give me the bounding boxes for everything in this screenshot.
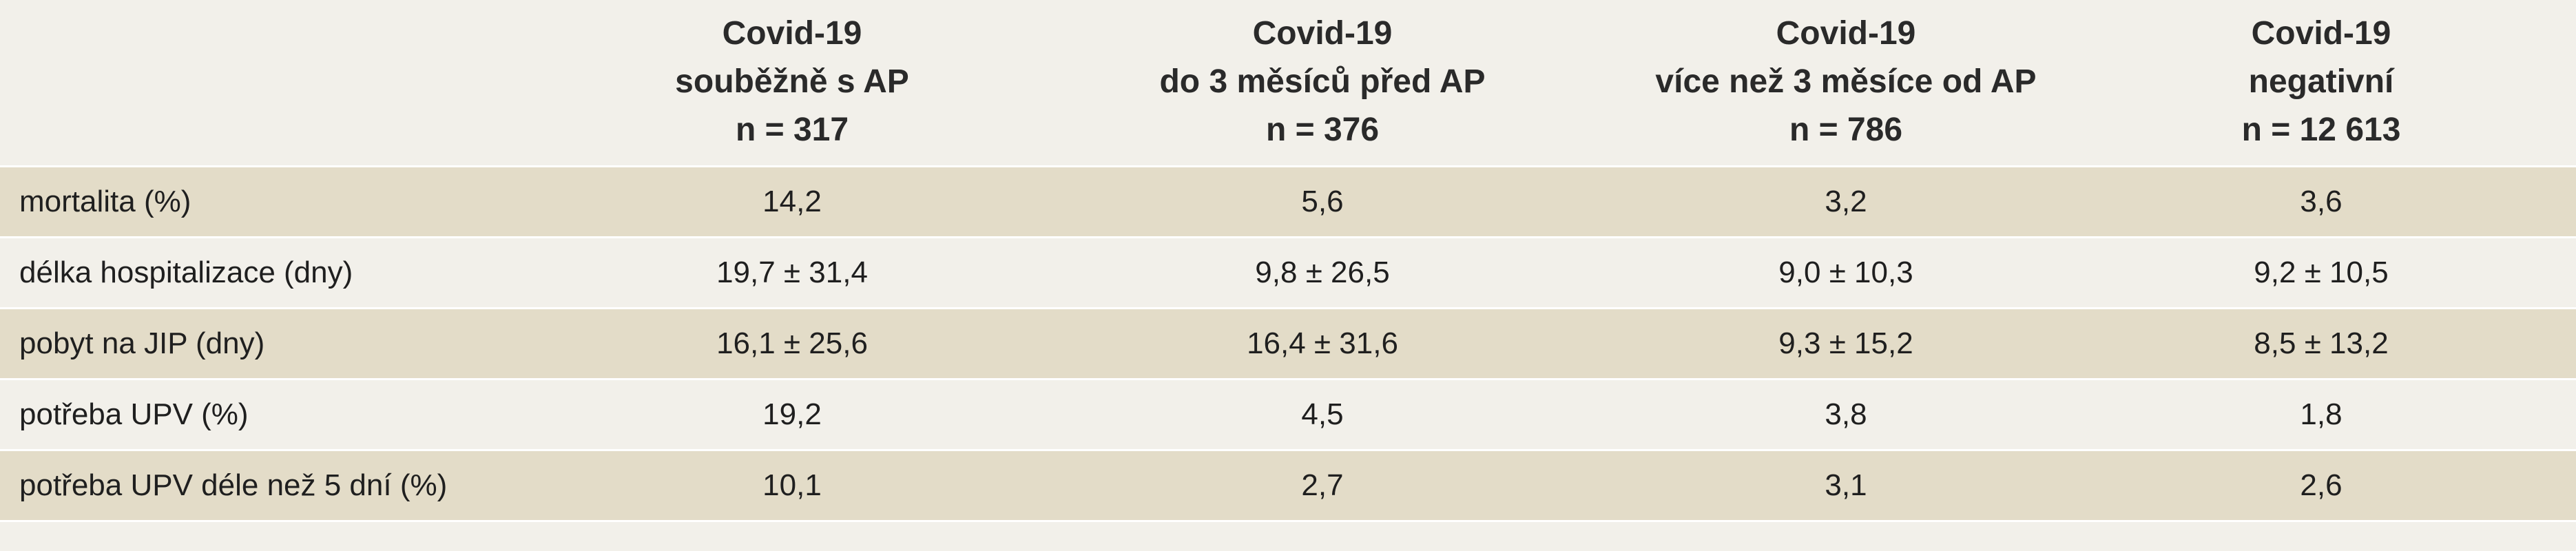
column-header-line: do 3 měsíců před AP: [1159, 63, 1486, 100]
row-divider: [0, 165, 2576, 167]
table-cell: 19,2: [762, 397, 822, 431]
table-cell: 8,5 ± 13,2: [2254, 326, 2389, 360]
table-cell: 9,2 ± 10,5: [2254, 256, 2389, 289]
row-label: mortalita (%): [19, 185, 191, 218]
column-header-line: Covid-19: [1776, 15, 1916, 52]
column-header-negative: Covid-19 negativní n = 12 613: [2059, 10, 2576, 154]
row-label: potřeba UPV (%): [19, 397, 249, 431]
column-header-line: Covid-19: [1252, 15, 1393, 52]
column-header-line: souběžně s AP: [675, 63, 909, 100]
table-header: Covid-19 souběžně s AP n = 317 Covid-19 …: [0, 0, 2576, 165]
table-cell: 9,8 ± 26,5: [1255, 256, 1390, 289]
table-cell: 3,8: [1825, 397, 1867, 431]
column-header-count: n = 12 613: [2241, 112, 2401, 148]
column-header-count: n = 376: [1265, 112, 1380, 148]
row-divider: [0, 449, 2576, 451]
table-row-ventilation: potřeba UPV (%) 19,2 4,5 3,8 1,8: [0, 380, 2576, 449]
column-header-more-than-3-months: Covid-19 více než 3 měsíce od AP n = 786: [1584, 10, 2108, 154]
table-cell: 3,2: [1825, 185, 1867, 218]
row-divider: [0, 520, 2576, 522]
table-cell: 2,7: [1301, 468, 1344, 502]
table-cell: 9,0 ± 10,3: [1778, 256, 1913, 289]
table-cell: 14,2: [762, 185, 822, 218]
table-cell: 3,6: [2300, 185, 2343, 218]
row-divider: [0, 378, 2576, 380]
table-cell: 3,1: [1825, 468, 1867, 502]
column-header-line: negativní: [2248, 63, 2394, 100]
column-header-line: Covid-19: [722, 15, 862, 52]
table-row-ventilation-over-5-days: potřeba UPV déle než 5 dní (%) 10,1 2,7 …: [0, 451, 2576, 520]
row-label: potřeba UPV déle než 5 dní (%): [19, 468, 448, 502]
column-header-count: n = 786: [1789, 112, 1903, 148]
row-label: pobyt na JIP (dny): [19, 326, 265, 360]
row-divider: [0, 236, 2576, 238]
table-cell: 9,3 ± 15,2: [1778, 326, 1913, 360]
column-header-concurrent: Covid-19 souběžně s AP n = 317: [530, 10, 1054, 154]
row-divider: [0, 307, 2576, 309]
table-row-length-of-stay: délka hospitalizace (dny) 19,7 ± 31,4 9,…: [0, 238, 2576, 307]
column-header-line: více než 3 měsíce od AP: [1655, 63, 2037, 100]
table-row-mortality: mortalita (%) 14,2 5,6 3,2 3,6: [0, 167, 2576, 236]
table-cell: 19,7 ± 31,4: [716, 256, 868, 289]
table-cell: 10,1: [762, 468, 822, 502]
table-cell: 16,4 ± 31,6: [1247, 326, 1398, 360]
table-cell: 4,5: [1301, 397, 1344, 431]
column-header-line: Covid-19: [2251, 15, 2391, 52]
table-cell: 5,6: [1301, 185, 1344, 218]
table-row-icu-stay: pobyt na JIP (dny) 16,1 ± 25,6 16,4 ± 31…: [0, 309, 2576, 378]
table-cell: 16,1 ± 25,6: [716, 326, 868, 360]
table-cell: 1,8: [2300, 397, 2343, 431]
table-cell: 2,6: [2300, 468, 2343, 502]
column-header-count: n = 317: [735, 112, 849, 148]
row-label: délka hospitalizace (dny): [19, 256, 353, 289]
column-header-before-3-months: Covid-19 do 3 měsíců před AP n = 376: [1061, 10, 1584, 154]
